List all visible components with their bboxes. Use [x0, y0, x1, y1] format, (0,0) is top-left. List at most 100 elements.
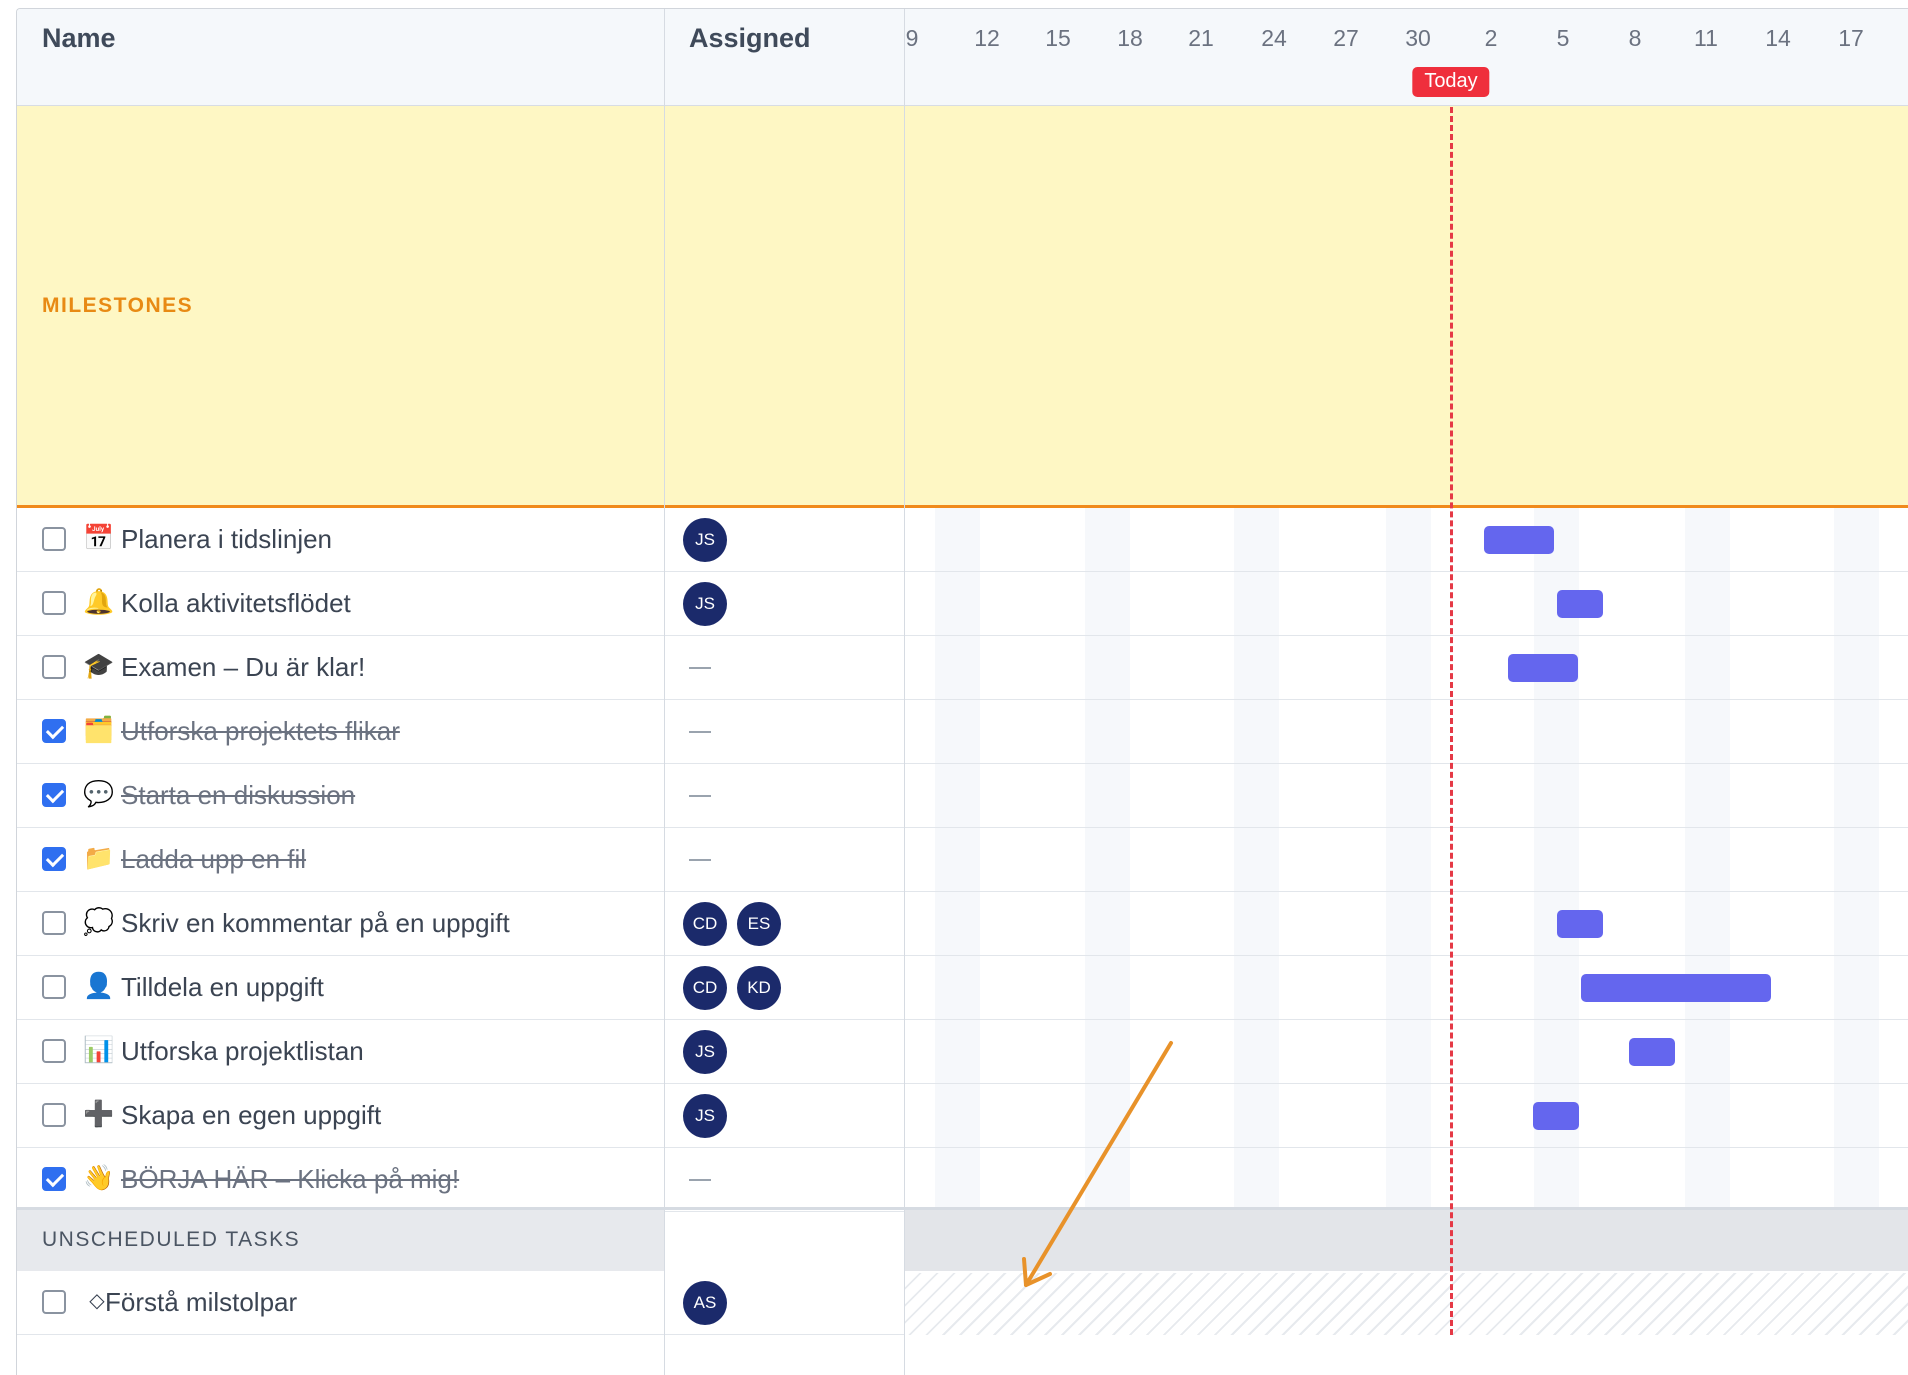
task-checkbox[interactable] — [42, 655, 66, 679]
column-divider[interactable] — [664, 9, 665, 1375]
weekend-stripe — [1685, 508, 1730, 1208]
task-row[interactable]: 🗂️ Utforska projektets flikar — [17, 700, 1908, 764]
date-label: 14 — [1765, 25, 1791, 51]
calendar-icon: 📅 — [83, 524, 115, 552]
task-checkbox[interactable] — [42, 1290, 66, 1314]
task-name[interactable]: Tilldela en uppgift — [121, 972, 324, 1002]
avatar[interactable]: JS — [683, 518, 727, 562]
assignee-avatars[interactable]: AS — [683, 1281, 737, 1325]
today-badge: Today — [1412, 67, 1490, 97]
speech-bubble-icon: 💬 — [83, 780, 115, 808]
date-label: 24 — [1261, 25, 1287, 51]
task-bar[interactable] — [1581, 974, 1771, 1002]
task-bar[interactable] — [1629, 1038, 1675, 1066]
task-checkbox[interactable] — [42, 975, 66, 999]
thought-bubble-icon: 💭 — [83, 908, 115, 936]
assigned-column-header[interactable]: Assigned — [689, 23, 811, 53]
task-name[interactable]: BÖRJA HÄR – Klicka på mig! — [121, 1164, 460, 1194]
task-checkbox[interactable] — [42, 591, 66, 615]
date-label: 21 — [1188, 25, 1214, 51]
task-bar[interactable] — [1557, 590, 1603, 618]
no-assignee-dash[interactable] — [689, 667, 711, 669]
plus-icon: ➕ — [83, 1100, 115, 1128]
name-column-header[interactable]: Name — [42, 23, 116, 53]
task-checkbox[interactable] — [42, 1167, 66, 1191]
diamond-icon: ◇ — [89, 1290, 105, 1312]
date-label: 2 — [1484, 25, 1498, 51]
date-label: 30 — [1405, 25, 1431, 51]
weekend-stripe — [1534, 508, 1579, 1208]
task-row[interactable]: 💬 Starta en diskussion — [17, 764, 1908, 828]
task-row[interactable]: 👤 Tilldela en uppgift CD KD — [17, 956, 1908, 1020]
weekend-stripe — [1386, 508, 1431, 1208]
no-assignee-dash[interactable] — [689, 1179, 711, 1181]
task-row[interactable]: 📊 Utforska projektlistan JS — [17, 1020, 1908, 1084]
task-name[interactable]: Utforska projektets flikar — [121, 716, 400, 746]
assignee-avatars[interactable]: JS — [683, 518, 737, 562]
task-name[interactable]: Ladda upp en fil — [121, 844, 307, 874]
task-checkbox[interactable] — [42, 847, 66, 871]
task-checkbox[interactable] — [42, 1039, 66, 1063]
date-label: 9 — [905, 25, 919, 51]
task-name[interactable]: Examen – Du är klar! — [121, 652, 366, 682]
bar-chart-icon: 📊 — [83, 1036, 115, 1064]
task-row[interactable]: 📅 Planera i tidslinjen JS — [17, 508, 1908, 572]
task-row[interactable]: 🎓 Examen – Du är klar! — [17, 636, 1908, 700]
weekend-stripe — [1834, 508, 1879, 1208]
assignee-avatars[interactable]: CD ES — [683, 902, 791, 946]
task-bar[interactable] — [1533, 1102, 1579, 1130]
unscheduled-drop-zone[interactable] — [905, 1273, 1908, 1335]
task-bar[interactable] — [1508, 654, 1578, 682]
no-assignee-dash[interactable] — [689, 859, 711, 861]
date-label: 27 — [1333, 25, 1359, 51]
assignee-avatars[interactable]: JS — [683, 1094, 737, 1138]
avatar[interactable]: JS — [683, 1030, 727, 1074]
column-divider[interactable] — [904, 9, 905, 1375]
weekend-stripe — [1234, 508, 1279, 1208]
avatar[interactable]: AS — [683, 1281, 727, 1325]
task-row[interactable]: 📁 Ladda upp en fil — [17, 828, 1908, 892]
task-name[interactable]: Kolla aktivitetsflödet — [121, 588, 351, 618]
assignee-avatars[interactable]: CD KD — [683, 966, 791, 1010]
task-row[interactable]: 💭 Skriv en kommentar på en uppgift CD ES — [17, 892, 1908, 956]
task-name[interactable]: Skapa en egen uppgift — [121, 1100, 382, 1130]
no-assignee-dash[interactable] — [689, 795, 711, 797]
milestones-label: MILESTONES — [42, 294, 194, 317]
timeline-header: Name Assigned 9 12 15 18 21 24 27 30 2 5 8 11 14 17 T… — [17, 9, 1908, 106]
today-line — [1450, 107, 1453, 1335]
date-label: 8 — [1628, 25, 1642, 51]
task-checkbox[interactable] — [42, 911, 66, 935]
task-checkbox[interactable] — [42, 719, 66, 743]
avatar[interactable]: KD — [737, 966, 781, 1010]
avatar[interactable]: JS — [683, 1094, 727, 1138]
bell-icon: 🔔 — [83, 588, 115, 616]
no-assignee-dash[interactable] — [689, 731, 711, 733]
task-checkbox[interactable] — [42, 783, 66, 807]
task-row[interactable]: ◇ Förstå milstolpar AS — [17, 1271, 1908, 1335]
weekend-stripe — [935, 508, 980, 1208]
task-name[interactable]: Förstå milstolpar — [105, 1287, 298, 1317]
date-label: 11 — [1694, 25, 1718, 51]
task-checkbox[interactable] — [42, 527, 66, 551]
task-name[interactable]: Utforska projektlistan — [121, 1036, 364, 1066]
task-row[interactable]: 👋 BÖRJA HÄR – Klicka på mig! — [17, 1148, 1908, 1212]
assignee-avatars[interactable]: JS — [683, 582, 737, 626]
task-row[interactable]: 🔔 Kolla aktivitetsflödet JS — [17, 572, 1908, 636]
date-label: 18 — [1117, 25, 1143, 51]
folder-icon: 📁 — [83, 844, 115, 872]
avatar[interactable]: CD — [683, 902, 727, 946]
task-row[interactable]: ➕ Skapa en egen uppgift JS — [17, 1084, 1908, 1148]
task-name[interactable]: Skriv en kommentar på en uppgift — [121, 908, 510, 938]
task-bar[interactable] — [1484, 526, 1554, 554]
unscheduled-section-header: UNSCHEDULED TASKS — [17, 1207, 1908, 1271]
task-bar[interactable] — [1557, 910, 1603, 938]
avatar[interactable]: CD — [683, 966, 727, 1010]
task-checkbox[interactable] — [42, 1103, 66, 1127]
task-name[interactable]: Planera i tidslinjen — [121, 524, 333, 554]
milestones-section: MILESTONES — [17, 106, 1908, 508]
date-label: 15 — [1045, 25, 1071, 51]
task-name[interactable]: Starta en diskussion — [121, 780, 356, 810]
assignee-avatars[interactable]: JS — [683, 1030, 737, 1074]
avatar[interactable]: ES — [737, 902, 781, 946]
avatar[interactable]: JS — [683, 582, 727, 626]
